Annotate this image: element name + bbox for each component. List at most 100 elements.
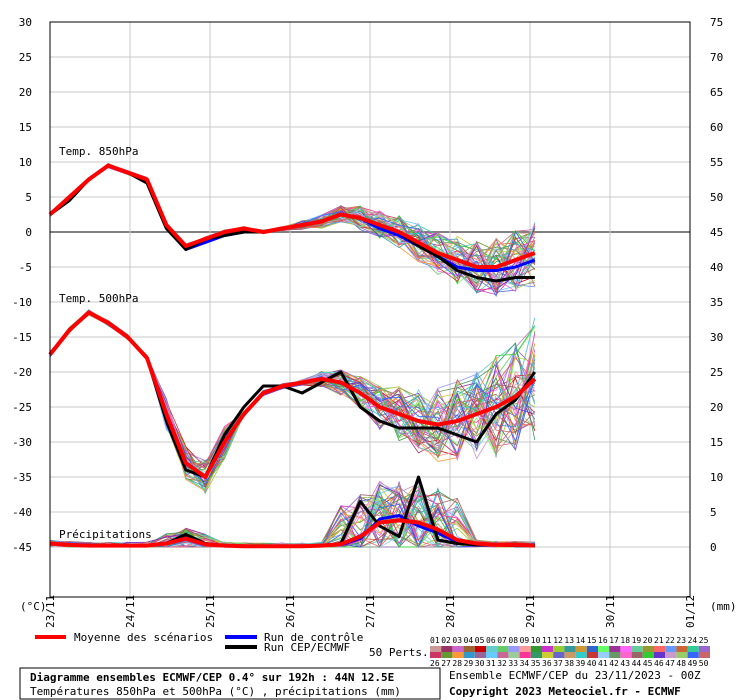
perts-swatch <box>530 652 542 658</box>
ensemble-t500-line <box>49 313 536 480</box>
left-unit-label: (°C) <box>20 600 47 613</box>
left-tick-label: -20 <box>12 366 32 379</box>
perts-swatch <box>654 646 666 652</box>
perts-number: 34 <box>520 659 530 668</box>
x-tick-label: 29/11 <box>524 595 537 628</box>
ensemble-members <box>49 162 536 549</box>
info-box-subtitle: Températures 850hPa et 500hPa (°C) , pré… <box>30 685 401 698</box>
perts-number: 28 <box>452 659 462 668</box>
perts-swatch <box>430 652 442 658</box>
precip-annotation: Précipitations <box>59 528 152 541</box>
x-tick-label: 30/11 <box>604 595 617 628</box>
ensemble-t500-line <box>49 312 535 485</box>
perts-number: 17 <box>609 636 619 645</box>
perts-number: 01 <box>430 636 440 645</box>
x-tick-label: 25/11 <box>204 595 217 628</box>
ensemble-t850-line <box>49 165 536 267</box>
x-tick-label: 01/12 <box>684 595 697 628</box>
perts-swatch <box>665 652 677 658</box>
perts-swatch <box>542 646 554 652</box>
left-tick-label: -25 <box>12 401 32 414</box>
perts-number: 42 <box>609 659 619 668</box>
left-tick-label: -40 <box>12 506 32 519</box>
ensemble-t500-line <box>49 309 536 488</box>
perts-number: 11 <box>542 636 552 645</box>
perts-swatch <box>620 646 632 652</box>
perts-number: 07 <box>497 636 507 645</box>
precip-mean-line <box>49 518 535 549</box>
perts-number: 09 <box>520 636 530 645</box>
t500-annotation: Temp. 500hPa <box>59 292 138 305</box>
perts-number: 47 <box>665 659 675 668</box>
perts-swatch <box>474 652 486 658</box>
ensemble-t500-line <box>49 312 535 481</box>
x-tick-label: 24/11 <box>124 595 137 628</box>
ensemble-t850-line <box>49 163 535 267</box>
left-tick-label: 20 <box>19 86 32 99</box>
left-tick-label: -15 <box>12 331 32 344</box>
perts-number: 19 <box>632 636 642 645</box>
perts-swatch <box>631 646 643 652</box>
perts-number: 48 <box>676 659 686 668</box>
perts-number: 06 <box>486 636 496 645</box>
legend-control-label: Run de contrôle <box>264 631 363 644</box>
perts-number: 39 <box>576 659 586 668</box>
perts-swatch <box>598 652 610 658</box>
right-tick-label: 40 <box>710 261 723 274</box>
right-tick-label: 60 <box>710 121 723 134</box>
perts-swatch <box>575 652 587 658</box>
perts-swatch <box>553 652 565 658</box>
info-box-title: Diagramme ensembles ECMWF/CEP 0.4° sur 1… <box>30 671 394 684</box>
perts-number: 18 <box>620 636 630 645</box>
perts-number: 05 <box>475 636 485 645</box>
left-tick-label: 15 <box>19 121 32 134</box>
perts-number: 50 <box>699 659 709 668</box>
perts-number: 14 <box>576 636 586 645</box>
right-tick-label: 70 <box>710 51 723 64</box>
perts-number: 25 <box>699 636 709 645</box>
perts-swatch <box>463 646 475 652</box>
perts-number: 35 <box>531 659 541 668</box>
right-tick-label: 25 <box>710 366 723 379</box>
ensemble-t500-line <box>49 311 535 488</box>
right-tick-label: 10 <box>710 471 723 484</box>
left-tick-label: 5 <box>25 191 32 204</box>
perts-swatch <box>542 652 554 658</box>
perturbation-legend: 01 02 03 04 05 06 07 08 09 10 11 12 13 14 15 16 17 18 19 20… <box>430 636 710 668</box>
perts-swatch <box>441 652 453 658</box>
perts-number: 04 <box>464 636 474 645</box>
ensemble-t850-line <box>49 163 535 273</box>
perts-number: 38 <box>564 659 574 668</box>
ensemble-t850-line <box>49 164 536 261</box>
perts-swatch <box>620 652 632 658</box>
plot-frame <box>49 21 691 598</box>
perts-swatch <box>497 646 509 652</box>
perts-swatch <box>586 652 598 658</box>
perts-swatch <box>687 646 699 652</box>
perts-swatch <box>687 652 699 658</box>
perts-swatch <box>698 652 710 658</box>
ensemble-t500-line <box>49 311 536 491</box>
perts-number: 32 <box>497 659 507 668</box>
left-tick-label: -10 <box>12 296 32 309</box>
perts-swatch <box>553 646 565 652</box>
ensemble-t500-line <box>49 311 536 490</box>
legend-ecmwf-label: Run CEP/ECMWF <box>264 641 350 654</box>
right-tick-label: 55 <box>710 156 723 169</box>
perts-swatch <box>609 652 621 658</box>
perts-number: 31 <box>486 659 496 668</box>
right-tick-label: 20 <box>710 401 723 414</box>
perts-number: 43 <box>620 659 630 668</box>
x-tick-label: 28/11 <box>444 595 457 628</box>
right-tick-label: 15 <box>710 436 723 449</box>
right-tick-label: 30 <box>710 331 723 344</box>
perts-number: 37 <box>553 659 563 668</box>
perts-number: 44 <box>632 659 642 668</box>
left-tick-label: 0 <box>25 226 32 239</box>
perts-number: 30 <box>475 659 485 668</box>
left-tick-label: -45 <box>12 541 32 554</box>
perts-number: 08 <box>508 636 518 645</box>
perts-swatch <box>642 652 654 658</box>
left-tick-label: -30 <box>12 436 32 449</box>
left-tick-label: 30 <box>19 16 32 29</box>
